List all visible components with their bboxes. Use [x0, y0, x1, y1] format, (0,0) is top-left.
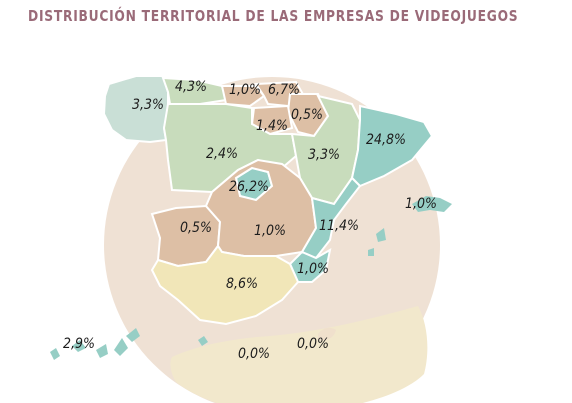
- baleares-islet-2: [368, 248, 374, 256]
- region-ceuta[interactable]: [198, 336, 208, 346]
- page-title: DISTRIBUCIÓN TERRITORIAL DE LAS EMPRESAS…: [28, 7, 519, 25]
- label-andalucia: 8,6%: [226, 276, 258, 292]
- label-asturias: 4,3%: [175, 79, 207, 95]
- region-canarias[interactable]: [50, 328, 140, 360]
- label-aragon: 3,3%: [308, 147, 340, 163]
- region-cataluna[interactable]: [350, 104, 434, 188]
- region-asturias[interactable]: [161, 76, 228, 105]
- label-murcia: 1,0%: [297, 261, 329, 277]
- melilla-area: [318, 327, 336, 341]
- label-ceuta: 0,0%: [238, 346, 270, 362]
- region-castilla-la-mancha[interactable]: [204, 158, 318, 257]
- label-melilla: 0,0%: [297, 336, 329, 352]
- region-islas-baleares[interactable]: [412, 196, 452, 212]
- africa-coast: [170, 306, 428, 403]
- label-cantabria: 1,0%: [229, 82, 261, 98]
- label-canarias: 2,9%: [63, 336, 95, 352]
- label-castilla-la-mancha: 1,0%: [254, 223, 286, 239]
- baleares-islet-1: [376, 228, 386, 242]
- label-castilla-y-leon: 2,4%: [206, 146, 238, 162]
- region-cantabria[interactable]: [220, 85, 266, 108]
- region-andalucia[interactable]: [150, 244, 300, 326]
- label-madrid: 26,2%: [229, 179, 269, 195]
- label-pais-vasco: 6,7%: [268, 82, 300, 98]
- label-la-rioja: 1,4%: [256, 118, 288, 134]
- label-navarra: 0,5%: [291, 107, 323, 123]
- label-islas-baleares: 1,0%: [405, 196, 437, 212]
- label-cataluna: 24,8%: [366, 132, 406, 148]
- label-galicia: 3,3%: [132, 97, 164, 113]
- label-extremadura: 0,5%: [180, 220, 212, 236]
- label-comunidad-valenciana: 11,4%: [319, 218, 359, 234]
